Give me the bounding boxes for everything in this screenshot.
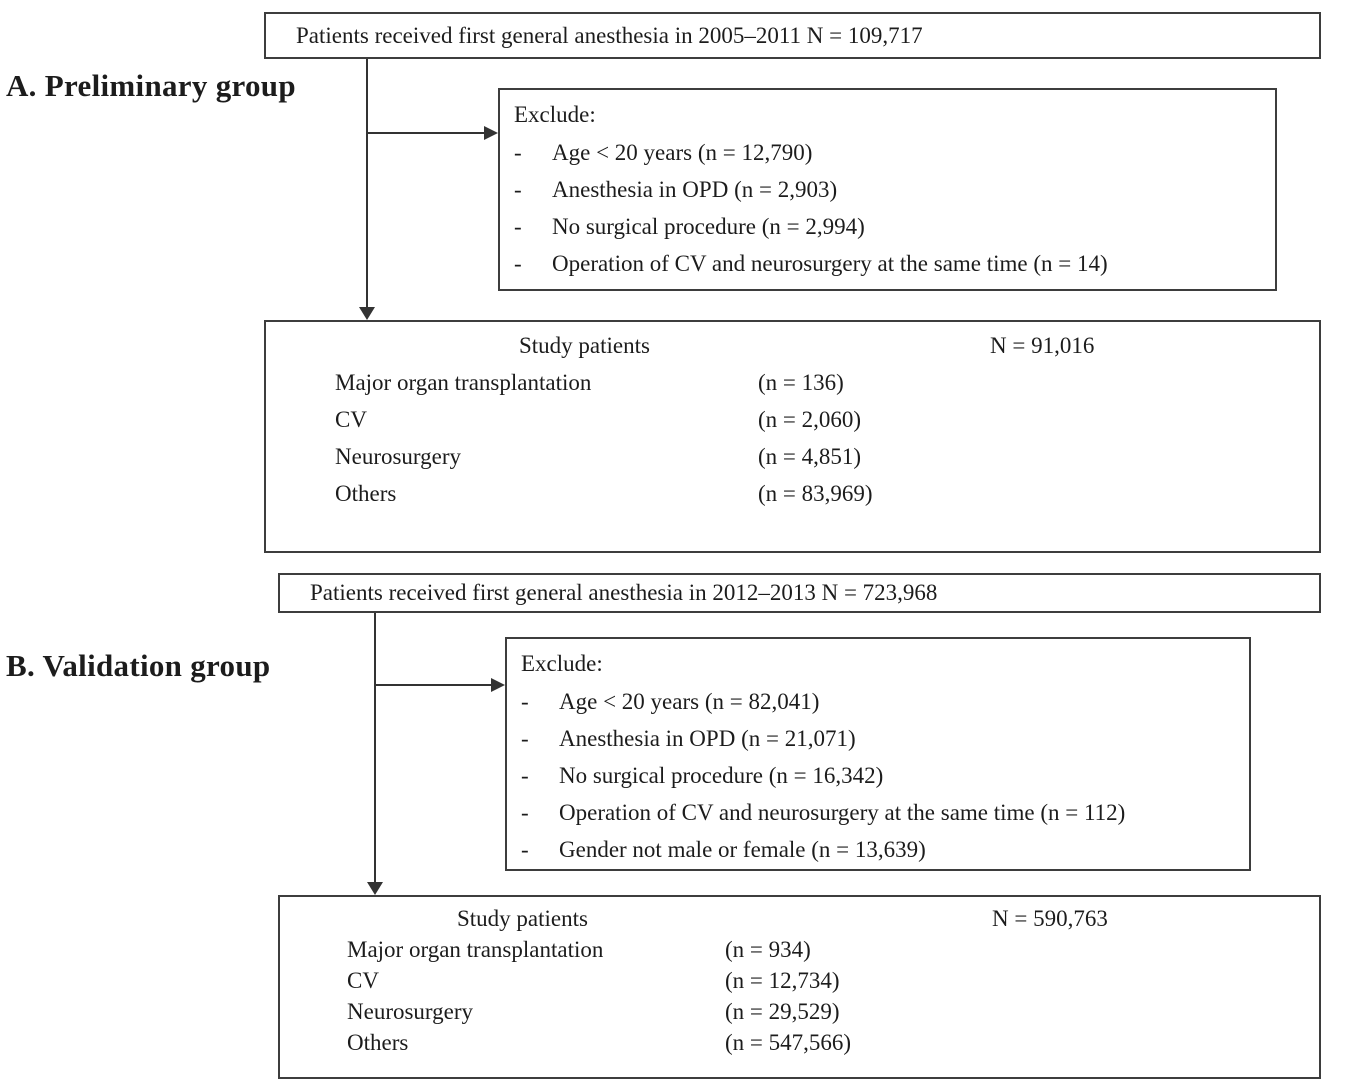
exclude-item-text: Age < 20 years (n = 12,790) bbox=[552, 140, 813, 165]
exclude-item: - Operation of CV and neurosurgery at th… bbox=[521, 794, 1241, 831]
study-title: Study patients bbox=[519, 333, 650, 358]
dash-bullet: - bbox=[514, 214, 522, 239]
group-b-right-arrowhead-icon bbox=[491, 678, 505, 692]
study-header-row: Study patients N = 91,016 bbox=[266, 333, 1319, 370]
group-a-exclude-box: Exclude: - Age < 20 years (n = 12,790) -… bbox=[498, 88, 1277, 291]
group-a-title: A. Preliminary group bbox=[6, 68, 296, 103]
study-row-label: CV bbox=[335, 407, 367, 432]
dash-bullet: - bbox=[514, 251, 522, 276]
exclude-item-text: No surgical procedure (n = 16,342) bbox=[559, 763, 884, 788]
study-row-label: Major organ transplantation bbox=[347, 937, 604, 962]
group-b-vertical-connector bbox=[374, 613, 376, 883]
study-row: Major organ transplantation (n = 934) bbox=[280, 937, 1319, 968]
group-b-source-text: Patients received first general anesthes… bbox=[310, 580, 938, 605]
study-total: N = 590,763 bbox=[992, 906, 1108, 931]
study-title: Study patients bbox=[457, 906, 588, 931]
exclude-title: Exclude: bbox=[521, 651, 603, 676]
study-row: Major organ transplantation (n = 136) bbox=[266, 370, 1319, 407]
study-row: CV (n = 12,734) bbox=[280, 968, 1319, 999]
study-row-value: (n = 934) bbox=[725, 937, 811, 962]
group-a-down-arrowhead-icon bbox=[359, 307, 375, 320]
dash-bullet: - bbox=[514, 177, 522, 202]
group-a-study-box: Study patients N = 91,016 Major organ tr… bbox=[264, 320, 1321, 553]
exclude-item: - Anesthesia in OPD (n = 2,903) bbox=[514, 171, 1267, 208]
study-row-label: Others bbox=[347, 1030, 409, 1055]
study-row-label: Others bbox=[335, 481, 397, 506]
study-row-label: Neurosurgery bbox=[347, 999, 474, 1024]
study-row-value: (n = 29,529) bbox=[725, 999, 840, 1024]
group-b-study-box: Study patients N = 590,763 Major organ t… bbox=[278, 895, 1321, 1079]
group-b-down-arrowhead-icon bbox=[367, 882, 383, 895]
group-a-right-arrowhead-icon bbox=[484, 126, 498, 140]
group-a-source-box: Patients received first general anesthes… bbox=[264, 12, 1321, 59]
exclude-item: - Age < 20 years (n = 82,041) bbox=[521, 683, 1241, 720]
exclude-item-text: Operation of CV and neurosurgery at the … bbox=[559, 800, 1126, 825]
dash-bullet: - bbox=[521, 689, 529, 714]
group-a-source-text: Patients received first general anesthes… bbox=[296, 22, 923, 48]
exclude-item-text: Age < 20 years (n = 82,041) bbox=[559, 689, 820, 714]
dash-bullet: - bbox=[521, 800, 529, 825]
study-row-value: (n = 83,969) bbox=[758, 481, 873, 506]
exclude-item-text: Anesthesia in OPD (n = 2,903) bbox=[552, 177, 838, 202]
study-total: N = 91,016 bbox=[990, 333, 1095, 358]
exclude-item-text: No surgical procedure (n = 2,994) bbox=[552, 214, 865, 239]
exclude-item: - No surgical procedure (n = 2,994) bbox=[514, 208, 1267, 245]
group-a-vertical-connector bbox=[366, 59, 368, 308]
exclude-item-text: Anesthesia in OPD (n = 21,071) bbox=[559, 726, 856, 751]
study-row: CV (n = 2,060) bbox=[266, 407, 1319, 444]
study-row: Neurosurgery (n = 29,529) bbox=[280, 999, 1319, 1030]
study-row: Neurosurgery (n = 4,851) bbox=[266, 444, 1319, 481]
group-b-exclude-box: Exclude: - Age < 20 years (n = 82,041) -… bbox=[505, 637, 1251, 871]
study-row-value: (n = 547,566) bbox=[725, 1030, 852, 1055]
exclude-item: - No surgical procedure (n = 16,342) bbox=[521, 757, 1241, 794]
dash-bullet: - bbox=[514, 140, 522, 165]
study-row-value: (n = 136) bbox=[758, 370, 844, 395]
group-b-title: B. Validation group bbox=[6, 648, 271, 683]
study-row-value: (n = 12,734) bbox=[725, 968, 840, 993]
exclude-title: Exclude: bbox=[514, 102, 596, 127]
exclude-item: - Anesthesia in OPD (n = 21,071) bbox=[521, 720, 1241, 757]
study-row-label: CV bbox=[347, 968, 379, 993]
exclude-item: - Gender not male or female (n = 13,639) bbox=[521, 831, 1241, 868]
exclude-item-text: Gender not male or female (n = 13,639) bbox=[559, 837, 926, 862]
study-row: Others (n = 83,969) bbox=[266, 481, 1319, 518]
study-header-row: Study patients N = 590,763 bbox=[280, 906, 1319, 937]
dash-bullet: - bbox=[521, 763, 529, 788]
study-row: Others (n = 547,566) bbox=[280, 1030, 1319, 1061]
exclude-item: - Operation of CV and neurosurgery at th… bbox=[514, 245, 1267, 282]
dash-bullet: - bbox=[521, 837, 529, 862]
study-row-label: Neurosurgery bbox=[335, 444, 462, 469]
group-b-source-box: Patients received first general anesthes… bbox=[278, 573, 1321, 613]
study-row-label: Major organ transplantation bbox=[335, 370, 592, 395]
group-b-horizontal-connector bbox=[376, 684, 491, 686]
exclude-item: - Age < 20 years (n = 12,790) bbox=[514, 134, 1267, 171]
dash-bullet: - bbox=[521, 726, 529, 751]
group-a-horizontal-connector bbox=[368, 132, 484, 134]
study-row-value: (n = 4,851) bbox=[758, 444, 862, 469]
study-row-value: (n = 2,060) bbox=[758, 407, 862, 432]
exclude-item-text: Operation of CV and neurosurgery at the … bbox=[552, 251, 1108, 276]
